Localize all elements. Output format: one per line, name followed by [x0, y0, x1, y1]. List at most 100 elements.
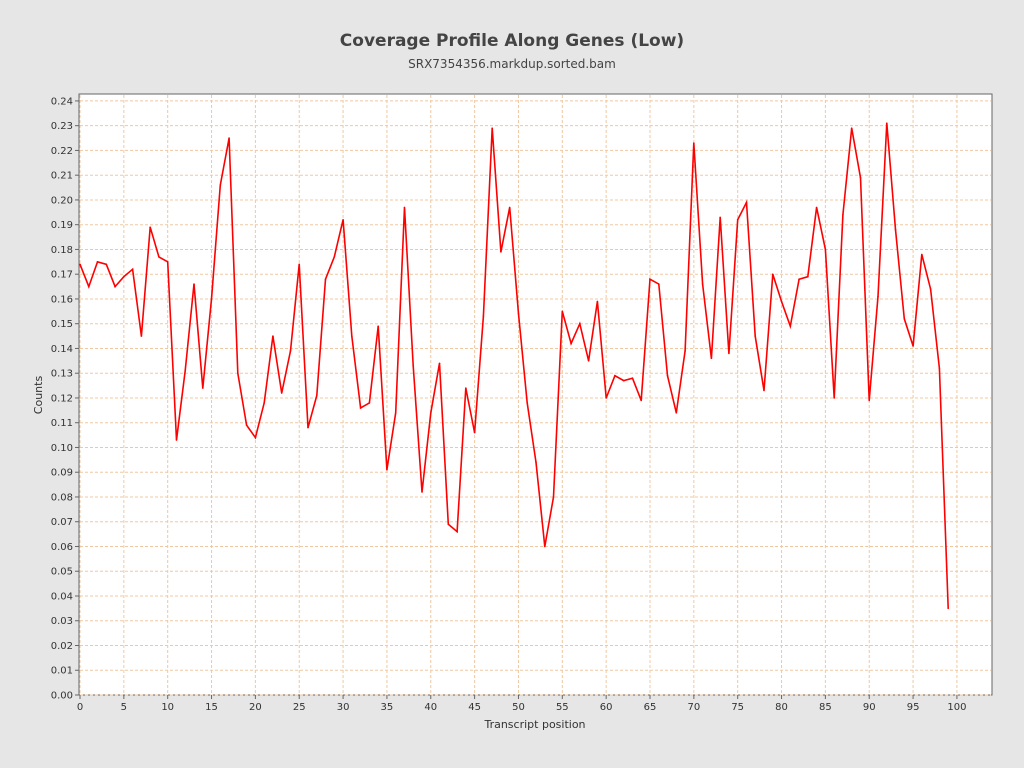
data-point	[473, 431, 476, 434]
data-point	[631, 377, 634, 379]
data-point	[272, 335, 274, 337]
data-point	[96, 261, 99, 263]
data-point	[131, 268, 134, 271]
data-point	[868, 399, 871, 402]
y-tick-label: 0.20	[51, 195, 73, 206]
data-point	[289, 350, 292, 352]
data-point	[947, 607, 949, 610]
y-tick-label: 0.07	[51, 517, 73, 528]
data-point	[894, 228, 897, 231]
data-point	[315, 394, 318, 397]
data-point	[938, 367, 941, 370]
data-point	[245, 424, 248, 426]
data-point	[500, 251, 502, 253]
data-point	[184, 369, 187, 372]
data-point	[166, 261, 169, 263]
data-point	[386, 468, 388, 471]
y-tick-label: 0.15	[51, 319, 73, 330]
x-tick-label: 85	[819, 702, 832, 713]
y-tick-label: 0.12	[51, 393, 73, 404]
data-point	[675, 412, 678, 414]
data-point	[175, 439, 178, 441]
data-point	[526, 402, 529, 404]
data-point	[842, 213, 844, 216]
y-tick-label: 0.14	[51, 344, 73, 355]
data-point	[465, 387, 467, 389]
y-tick-label: 0.08	[51, 492, 73, 503]
data-point	[640, 399, 643, 402]
data-point	[929, 288, 932, 290]
data-point	[237, 372, 239, 375]
data-point	[394, 412, 397, 414]
y-tick-label: 0.23	[51, 121, 73, 132]
data-point	[158, 256, 160, 258]
x-tick-label: 20	[249, 702, 262, 713]
x-tick-label: 100	[947, 702, 966, 713]
data-point	[885, 122, 888, 125]
x-tick-label: 55	[556, 702, 569, 713]
data-point	[438, 362, 441, 365]
data-point	[824, 248, 827, 251]
data-point	[736, 218, 739, 221]
data-point	[754, 335, 757, 337]
y-tick-label: 0.06	[51, 542, 73, 553]
y-tick-label: 0.19	[51, 220, 73, 231]
data-point	[684, 350, 686, 352]
data-point	[307, 426, 309, 429]
y-tick-label: 0.13	[51, 369, 73, 380]
data-point	[719, 216, 721, 219]
data-point	[614, 374, 616, 377]
data-point	[298, 263, 301, 266]
plot-area	[78, 93, 993, 696]
data-point	[254, 436, 257, 439]
data-point	[377, 325, 379, 327]
data-point	[780, 300, 783, 303]
x-tick-label: 90	[863, 702, 876, 713]
x-tick-label: 50	[512, 702, 525, 713]
data-point	[579, 322, 581, 325]
data-point	[342, 218, 344, 221]
data-point	[508, 206, 511, 209]
x-tick-label: 75	[731, 702, 744, 713]
data-point	[482, 315, 485, 318]
y-tick-label: 0.17	[51, 270, 73, 281]
data-point	[517, 313, 520, 315]
data-points	[79, 122, 949, 610]
y-axis-label: Counts	[32, 376, 45, 415]
chart-subtitle: SRX7354356.markdup.sorted.bam	[408, 57, 616, 71]
data-point	[622, 379, 625, 382]
data-point	[412, 364, 415, 367]
data-point	[728, 352, 730, 355]
y-tick-label: 0.21	[51, 171, 73, 182]
data-point	[447, 523, 450, 526]
x-tick-label: 30	[337, 702, 350, 713]
data-point	[351, 335, 353, 337]
data-point	[535, 461, 537, 464]
data-point	[570, 342, 572, 345]
data-point	[359, 407, 362, 409]
data-point	[833, 397, 835, 399]
data-point	[333, 256, 336, 258]
y-tick-label: 0.22	[51, 146, 73, 157]
data-point	[771, 273, 774, 276]
data-point	[745, 201, 748, 204]
y-tick-label: 0.02	[51, 641, 73, 652]
x-tick-label: 5	[121, 702, 127, 713]
x-tick-label: 80	[775, 702, 788, 713]
data-point	[421, 491, 423, 493]
data-point	[149, 226, 151, 228]
data-point	[763, 389, 765, 392]
data-point	[859, 176, 862, 179]
x-tick-label: 45	[468, 702, 481, 713]
coverage-line	[79, 123, 949, 609]
data-point	[403, 206, 406, 209]
data-point	[798, 278, 800, 280]
data-point	[666, 374, 669, 377]
data-point	[140, 335, 143, 337]
data-point	[543, 545, 546, 548]
x-tick-label: 40	[424, 702, 437, 713]
x-tick-label: 95	[907, 702, 920, 713]
data-point	[587, 360, 590, 362]
data-point	[649, 278, 651, 280]
data-point	[491, 127, 493, 129]
